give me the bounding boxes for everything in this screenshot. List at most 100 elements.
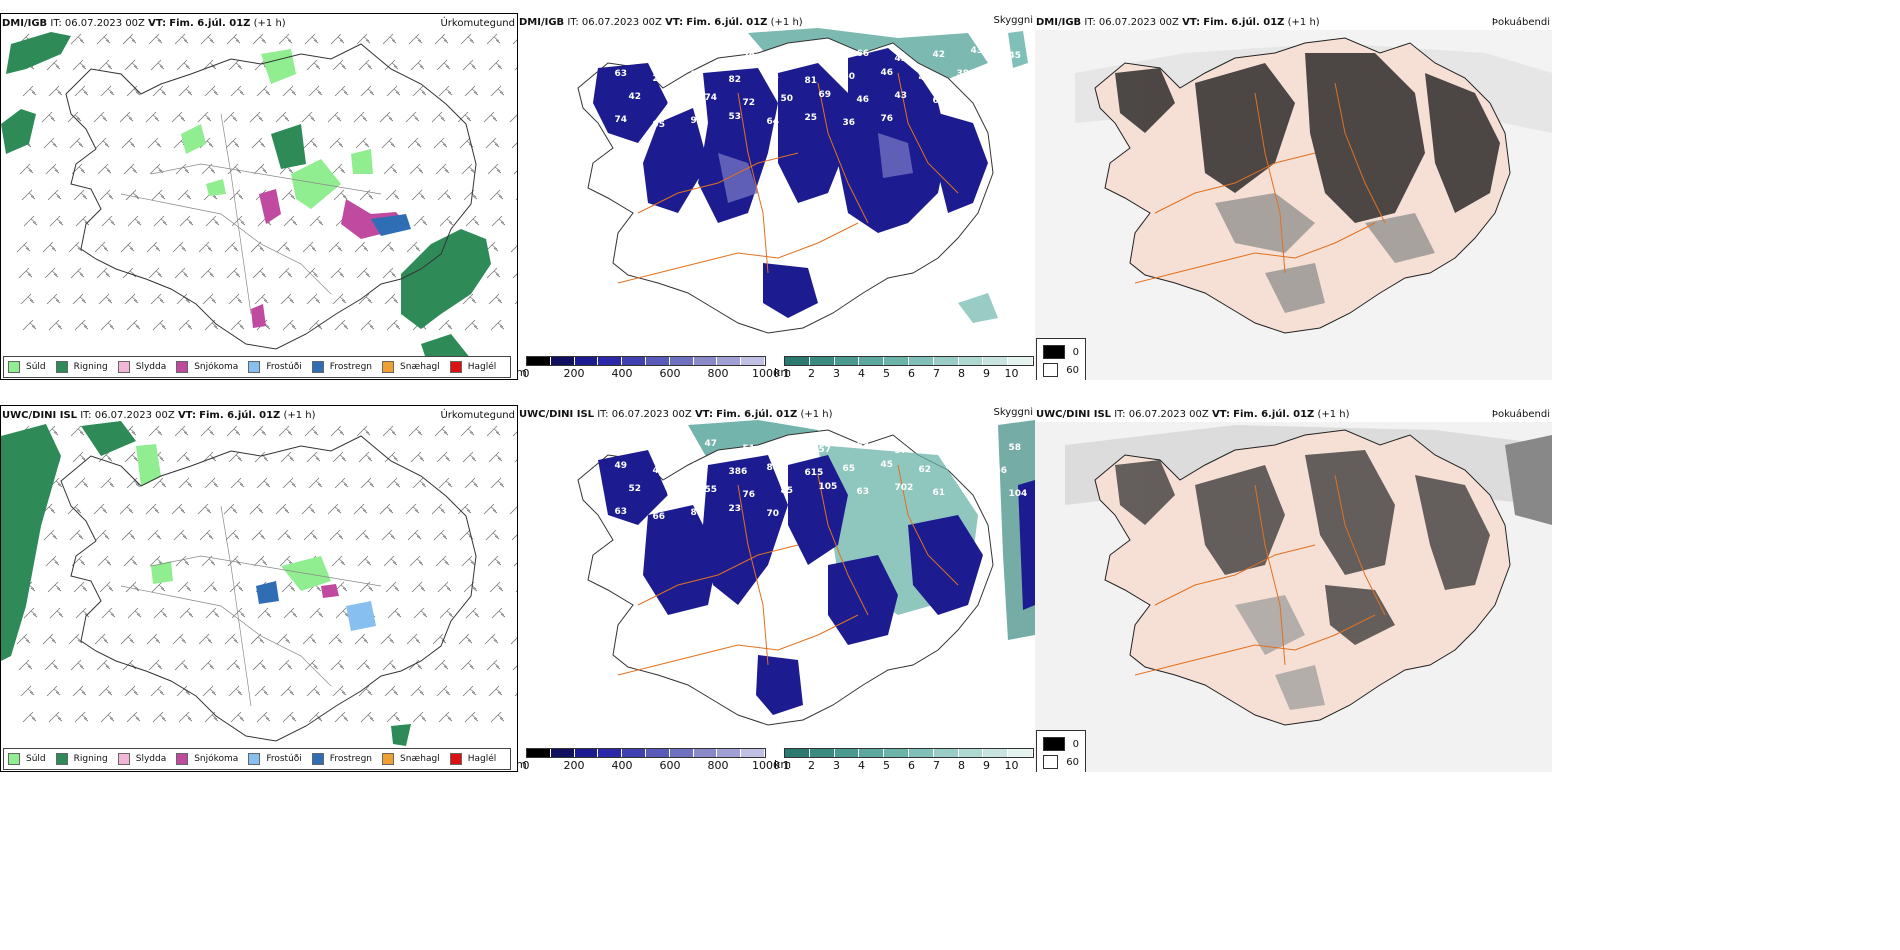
wind-barb (96, 33, 111, 45)
wind-barb (354, 241, 369, 253)
legend-item: Frostregn (311, 753, 372, 765)
wind-barb (127, 607, 142, 619)
legend-label: Frostúði (266, 362, 302, 372)
cloud-height-label: 65 (842, 464, 855, 474)
wind-barb (464, 85, 479, 97)
wind-barb (436, 59, 451, 71)
wind-barb (412, 711, 427, 723)
cloud-height-label: 46 (880, 68, 893, 78)
wind-barb (126, 319, 141, 331)
wind-barb (385, 581, 400, 593)
wind-barb (125, 581, 140, 593)
wind-barb (278, 425, 293, 437)
wind-barb (275, 111, 290, 123)
wind-barb (228, 293, 243, 305)
wind-barb (44, 267, 59, 279)
wind-barb (327, 111, 342, 123)
wind-barb (253, 555, 268, 567)
wind-barb (439, 607, 454, 619)
cloud-height-label: 72 (742, 98, 755, 108)
wind-barb (176, 59, 191, 71)
wind-barb (48, 319, 63, 331)
wind-barb (360, 477, 375, 489)
wind-barb (462, 59, 477, 71)
wind-barb (147, 529, 162, 541)
wind-barb (462, 685, 477, 697)
legend-item: Haglél (449, 361, 496, 373)
wind-barb (436, 685, 451, 697)
wind-barb (200, 267, 215, 279)
wind-barb (21, 189, 36, 201)
colorbar-tick: 4 (858, 367, 865, 380)
coastline (60, 435, 477, 742)
wind-barb (438, 477, 453, 489)
colorbar-tick: 400 (611, 759, 633, 772)
iceland-precip-map (1, 421, 517, 746)
wind-barb (356, 425, 371, 437)
wind-barb (198, 633, 213, 645)
wind-barb (200, 425, 215, 437)
wind-barb (332, 451, 347, 463)
wind-barb (254, 293, 269, 305)
cloud-height-label: 76 (970, 92, 983, 102)
wind-barb (458, 633, 473, 645)
wind-barb (205, 607, 220, 619)
colorbar-tick: 1000 (752, 367, 780, 380)
wind-barb (303, 529, 318, 541)
wind-barb (72, 451, 87, 463)
wind-barb (96, 267, 111, 279)
wind-barb (488, 451, 503, 463)
wind-barb (252, 659, 267, 671)
wind-barb (491, 215, 506, 227)
iceland-precip-map (1, 32, 517, 374)
wind-barb (49, 215, 64, 227)
wind-barb (334, 711, 349, 723)
colorbar-tick: 7 (933, 367, 940, 380)
wind-barb (254, 451, 269, 463)
wind-barb (174, 33, 189, 45)
wind-barb (512, 39, 517, 45)
cloud-height-label: 74 (614, 115, 627, 125)
wind-barb (172, 241, 187, 253)
wind-barb (386, 477, 401, 489)
wind-barb (409, 555, 424, 567)
wind-barb (282, 477, 297, 489)
wind-barb (360, 711, 375, 723)
cloud-height-label: 81 (666, 443, 679, 453)
wind-barb (487, 163, 502, 175)
legend-swatch (382, 753, 395, 765)
colorbar-tick: 10 (1004, 759, 1019, 772)
wind-barb (381, 137, 396, 149)
colorbar-tick: 800 (707, 759, 729, 772)
wind-barb (457, 111, 472, 123)
wind-barb (485, 529, 500, 541)
fog-index-panel-top: DMI/IGB IT: 06.07.2023 00Z VT: Fim. 6.jú… (1035, 13, 1552, 380)
wind-barb (277, 529, 292, 541)
wind-barb (145, 503, 160, 515)
wind-barb (46, 293, 61, 305)
wind-barb (20, 293, 35, 305)
wind-barb (178, 85, 193, 97)
wind-barb (405, 503, 420, 515)
wind-barb (68, 241, 83, 253)
wind-barb (382, 267, 397, 279)
wind-barb (199, 529, 214, 541)
colorbar-tick: 2 (808, 759, 815, 772)
wind-barb (174, 659, 189, 671)
wind-barb (514, 301, 517, 305)
wind-barb (382, 33, 397, 45)
wind-barb (224, 241, 239, 253)
wind-barb (463, 189, 478, 201)
wind-barb (73, 189, 88, 201)
cloud-height-label: 41 (918, 73, 931, 83)
panel-header: UWC/DINI ISL IT: 06.07.2023 00Z VT: Fim.… (1036, 409, 1350, 420)
cloud-height-label: 62 (666, 489, 679, 499)
wind-barb (45, 163, 60, 175)
wind-barb (308, 85, 323, 97)
wind-barb (460, 425, 475, 437)
wind-barb (200, 33, 215, 45)
cloud-height-label: 36 (842, 118, 855, 128)
wind-barb (410, 685, 425, 697)
wind-barb (439, 215, 454, 227)
wind-barb (405, 111, 420, 123)
